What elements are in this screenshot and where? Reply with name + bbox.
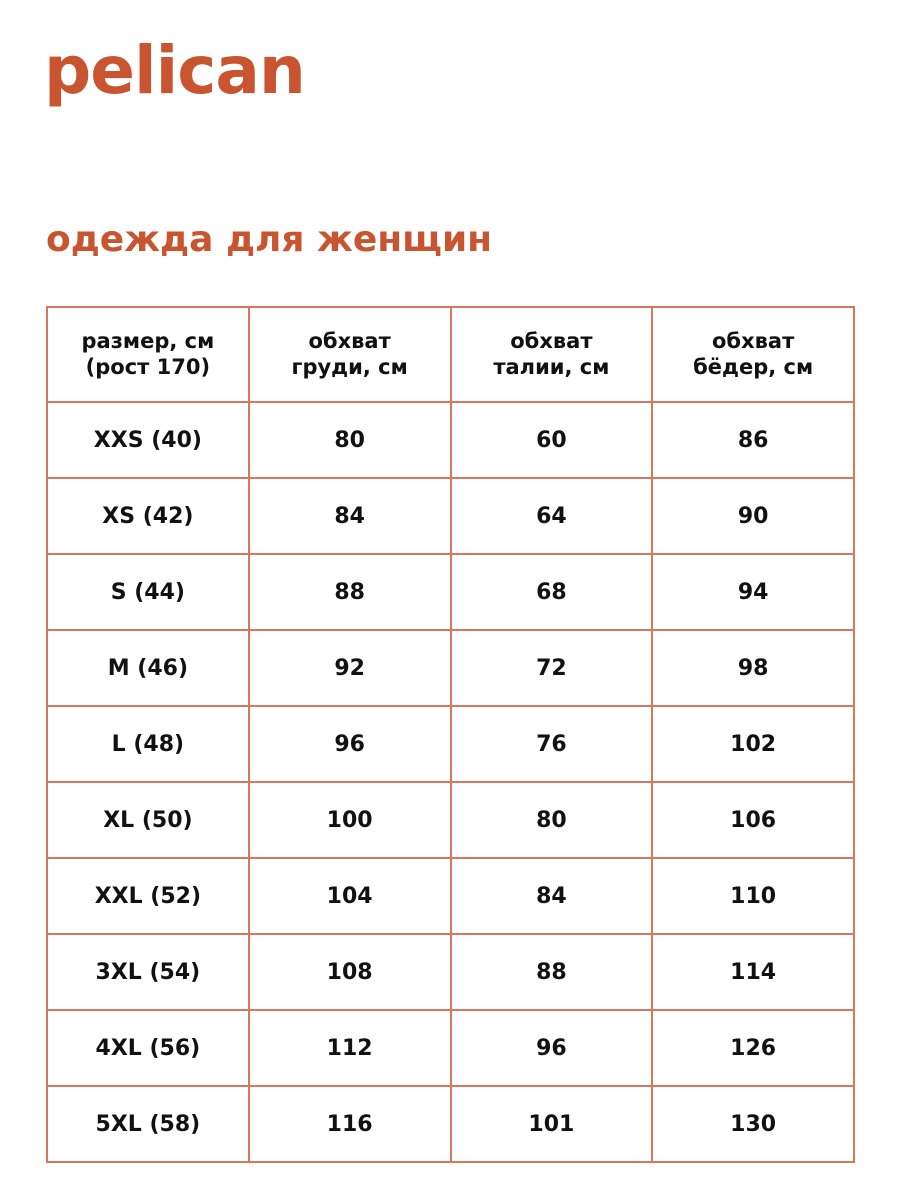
table-header-row: размер, см (рост 170) обхват груди, см обхва… [46,306,855,403]
cell-hips: 114 [651,933,855,1011]
cell-waist: 72 [449,629,654,707]
cell-waist: 60 [449,401,654,479]
cell-chest: 84 [247,477,452,555]
cell-chest: 108 [247,933,452,1011]
size-chart-table: размер, см (рост 170) обхват груди, см обхва… [46,306,855,1163]
cell-size: S (44) [46,553,250,631]
table-row: 3XL (54) 108 88 114 [46,933,855,1011]
table-row: M (46) 92 72 98 [46,629,855,707]
cell-size: XXL (52) [46,857,250,935]
cell-waist: 80 [449,781,654,859]
cell-hips: 126 [651,1009,855,1087]
cell-hips: 94 [651,553,855,631]
header-chest: обхват груди, см [247,306,452,403]
cell-size: M (46) [46,629,250,707]
header-line: обхват [711,329,795,354]
table-row: S (44) 88 68 94 [46,553,855,631]
header-line: (рост 170) [85,354,211,379]
cell-size: L (48) [46,705,250,783]
cell-hips: 86 [651,401,855,479]
cell-waist: 76 [449,705,654,783]
header-line: талии, см [493,354,610,379]
cell-waist: 68 [449,553,654,631]
cell-size: XXS (40) [46,401,250,479]
cell-size: XS (42) [46,477,250,555]
header-size: размер, см (рост 170) [46,306,250,403]
header-hips: обхват бёдер, см [651,306,855,403]
cell-size: 4XL (56) [46,1009,250,1087]
cell-hips: 110 [651,857,855,935]
table-row: 4XL (56) 112 96 126 [46,1009,855,1087]
header-waist: обхват талии, см [449,306,654,403]
cell-chest: 80 [247,401,452,479]
cell-size: XL (50) [46,781,250,859]
cell-chest: 112 [247,1009,452,1087]
cell-hips: 102 [651,705,855,783]
header-line: обхват [308,329,391,354]
cell-chest: 96 [247,705,452,783]
cell-chest: 92 [247,629,452,707]
cell-hips: 130 [651,1085,855,1163]
table-row: XL (50) 100 80 106 [46,781,855,859]
cell-waist: 84 [449,857,654,935]
cell-chest: 88 [247,553,452,631]
cell-hips: 106 [651,781,855,859]
cell-chest: 116 [247,1085,452,1163]
cell-hips: 98 [651,629,855,707]
table-row: XS (42) 84 64 90 [46,477,855,555]
cell-chest: 100 [247,781,452,859]
cell-chest: 104 [247,857,452,935]
pelican-logo: pelican [44,32,306,109]
header-line: груди, см [291,354,408,379]
page-title: одежда для женщин [46,219,493,260]
cell-waist: 64 [449,477,654,555]
cell-waist: 96 [449,1009,654,1087]
table-row: XXS (40) 80 60 86 [46,401,855,479]
table-row: L (48) 96 76 102 [46,705,855,783]
table-row: XXL (52) 104 84 110 [46,857,855,935]
header-line: бёдер, см [693,354,814,379]
header-line: размер, см [81,329,215,354]
table-row: 5XL (58) 116 101 130 [46,1085,855,1163]
cell-size: 5XL (58) [46,1085,250,1163]
cell-size: 3XL (54) [46,933,250,1011]
cell-waist: 88 [449,933,654,1011]
cell-hips: 90 [651,477,855,555]
header-line: обхват [510,329,593,354]
cell-waist: 101 [449,1085,654,1163]
